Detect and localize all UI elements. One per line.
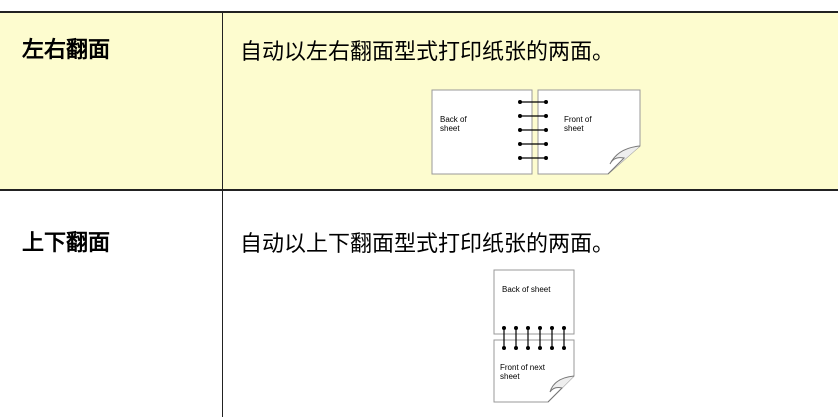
diagram-label: Front of next sheet (500, 363, 545, 381)
row-description: 自动以上下翻面型式打印纸张的两面。 (240, 232, 615, 257)
row-background (0, 12, 838, 190)
row-separator (0, 189, 838, 191)
left-right-diagram (431, 89, 641, 175)
diagram-label: Back of sheet (502, 285, 551, 294)
diagram-label: Front of sheet (564, 115, 592, 133)
diagram-label: Back of sheet (440, 115, 467, 133)
row-description: 自动以左右翻面型式打印纸张的两面。 (240, 40, 615, 65)
top-bottom-diagram (493, 269, 575, 403)
row-label: 左右翻面 (22, 38, 111, 63)
column-separator (222, 12, 223, 417)
table-border (0, 11, 838, 13)
row-label: 上下翻面 (22, 231, 111, 256)
